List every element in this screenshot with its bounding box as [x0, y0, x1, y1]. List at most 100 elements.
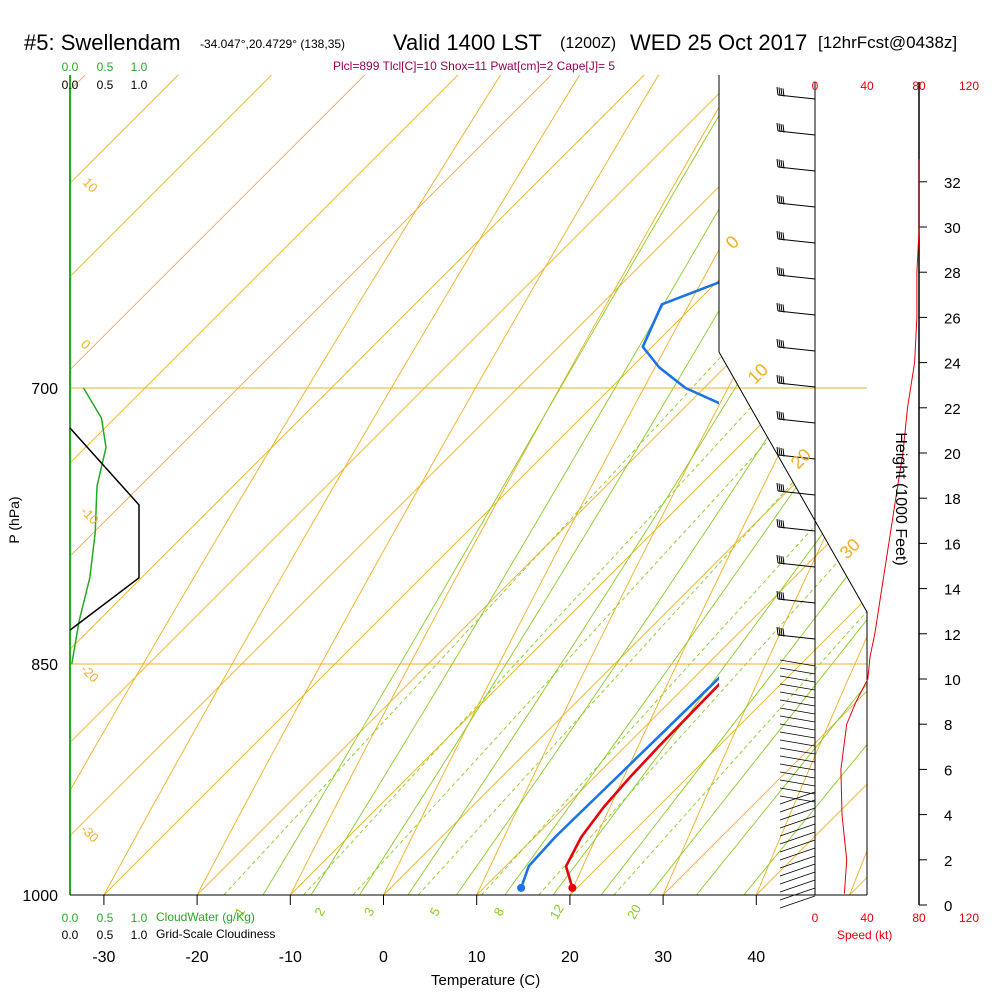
barb-flag: [776, 302, 779, 312]
wind-barb: [779, 895, 816, 909]
wind-barb: [779, 839, 816, 853]
cloudwater-profile: [71, 387, 107, 665]
mixing-ratio-line: [417, 75, 867, 895]
barb-flag: [776, 482, 779, 492]
barb-flag: [776, 446, 779, 456]
mixing-ratio-line: [481, 75, 867, 895]
height-tick-label: 0: [944, 898, 952, 915]
wind-barb: [779, 863, 816, 877]
barb-flag: [782, 160, 785, 169]
dry-adiabat: [160, 75, 867, 895]
p-tick-label: 700: [31, 381, 58, 398]
barb-flag: [776, 518, 779, 528]
barb-flag: [780, 267, 783, 277]
p-tick-label: 1000: [22, 888, 58, 905]
height-tick-label: 12: [944, 627, 961, 644]
barb-flag: [776, 338, 779, 348]
mixing-ratio-label: 12: [547, 902, 567, 922]
mixing-ratio-line: [223, 75, 867, 895]
height-tick-label: 28: [944, 265, 961, 282]
barb-flag: [778, 411, 781, 420]
station-coords: -34.047°,20.4729° (138,35): [200, 37, 346, 51]
barb-flag: [780, 483, 783, 493]
barb-flag: [782, 196, 785, 205]
barb-flag: [778, 375, 781, 384]
isotherm-line: [70, 75, 867, 895]
moist-adiabat: [593, 75, 867, 895]
barb-flag: [778, 627, 781, 636]
cloudwater-label: CloudWater (g/Kg): [156, 910, 255, 924]
moist-adiabat: [267, 75, 867, 895]
isotherm-line: [70, 75, 867, 895]
height-tick-label: 8: [944, 717, 952, 734]
surface-dewpoint-dot: [517, 883, 526, 892]
cloud-top-black-tick: 0.0: [62, 78, 79, 92]
wind-barb: [779, 779, 816, 787]
barb-flag: [778, 519, 781, 528]
height-tick-label: 6: [944, 762, 952, 779]
x-tick-label: 10: [468, 949, 486, 966]
wind-speed-label: Speed (kt): [837, 928, 893, 942]
moist-adiabat: [220, 75, 867, 895]
barb-flag: [776, 590, 779, 600]
speed-top-tick: 120: [959, 79, 979, 93]
barb-flag: [780, 447, 783, 457]
wind-barb: [779, 707, 816, 715]
isotherm-line: [70, 75, 867, 895]
barb-flag: [780, 375, 783, 385]
isotherm-label: 10: [80, 175, 101, 196]
wind-barb: [779, 887, 816, 901]
isotherm-line: [407, 75, 867, 895]
barb-flag: [778, 267, 781, 276]
forecast-info: [12hrFcst@0438z]: [818, 33, 958, 52]
wind-barb: [779, 755, 816, 763]
barb-flag: [782, 556, 785, 565]
height-tick-label: 10: [944, 672, 961, 689]
isotherm-label-right: 20: [787, 445, 815, 473]
wind-barb: [779, 795, 816, 803]
wind-barb: [779, 739, 816, 747]
isotherm-line: [593, 75, 867, 895]
p-tick-label: 850: [31, 657, 58, 674]
speed-bottom-tick: 80: [912, 911, 926, 925]
wind-barb: [779, 847, 816, 861]
isotherm-line: [70, 75, 867, 895]
barb-flag: [782, 628, 785, 637]
wind-barb: [779, 831, 816, 845]
isotherm-label: -20: [78, 662, 102, 686]
cloud-top-green-tick: 0.5: [97, 60, 114, 74]
dry-adiabat: [917, 0, 1000, 964]
cloud-bottom-black-tick: 1.0: [131, 928, 148, 942]
isotherm-line: [70, 75, 867, 895]
x-tick-label: -10: [279, 949, 302, 966]
barb-flag: [780, 555, 783, 565]
barb-flag: [776, 410, 779, 420]
dry-adiabat: [70, 75, 867, 895]
isotherm-line: [500, 75, 867, 895]
height-tick-label: 20: [944, 446, 961, 463]
valid-date: WED 25 Oct 2017: [630, 30, 808, 55]
isotherm-label-right: 30: [836, 535, 864, 563]
height-tick-label: 26: [944, 310, 961, 327]
height-tick-label: 14: [944, 582, 961, 599]
wind-barb: [779, 667, 816, 675]
wind-barb: [779, 799, 816, 813]
wind-barb: [779, 791, 816, 805]
barb-flag: [782, 376, 785, 385]
isotherm-line: [127, 75, 867, 895]
barb-flag: [782, 484, 785, 493]
x-axis-label: Temperature (C): [431, 972, 541, 989]
isotherm-line: [313, 75, 867, 895]
barb-flag: [780, 303, 783, 313]
x-tick-label: -30: [92, 949, 115, 966]
wind-barb: [779, 683, 816, 691]
isotherm-line: [70, 75, 867, 895]
isotherm-line: [70, 75, 867, 895]
barb-flag: [776, 554, 779, 564]
height-tick-label: 4: [944, 808, 952, 825]
dry-adiabat: [632, 75, 867, 895]
dry-adiabat: [254, 75, 867, 895]
isotherm-line: [686, 75, 867, 895]
dry-adiabat: [443, 75, 867, 895]
